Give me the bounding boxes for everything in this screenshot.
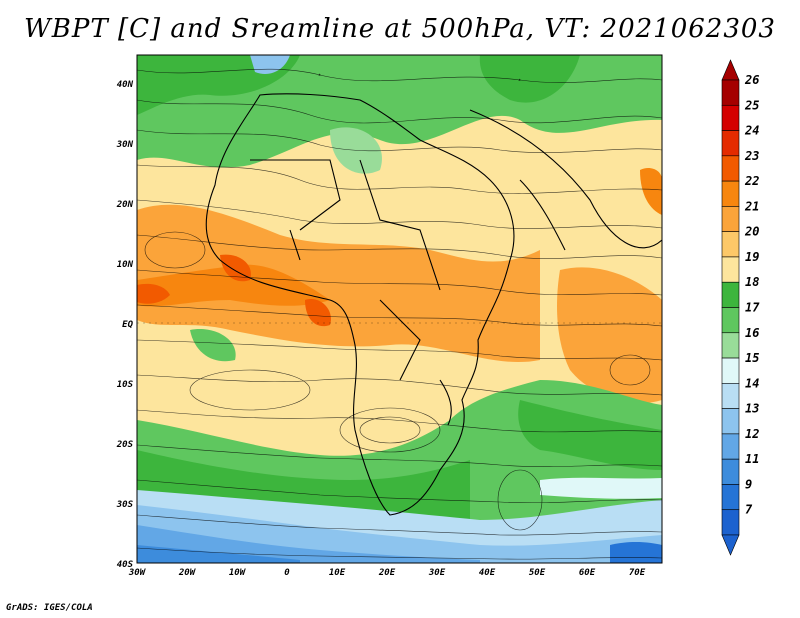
colorbar-swatch xyxy=(721,408,740,435)
colorbar-label: 25 xyxy=(744,98,759,112)
colorbar-arrow-top xyxy=(721,59,740,81)
coastlines xyxy=(205,93,662,516)
lat-label: 20S xyxy=(116,440,134,450)
lon-label: 60E xyxy=(579,568,596,578)
colorbar-label: 13 xyxy=(745,402,759,416)
lon-axis: 30W 20W 10W 0 10E 20E 30E 40E 50E 60E 70… xyxy=(128,568,646,578)
map-plot-area xyxy=(137,55,662,563)
lat-label: EQ xyxy=(122,320,133,330)
colorbar: 26 25 24 23 22 21 20 19 18 17 16 15 14 13 12 11 9 7 xyxy=(721,59,760,556)
lat-label: 30N xyxy=(116,140,134,150)
colorbar-label: 17 xyxy=(745,301,760,315)
colorbar-swatch xyxy=(721,509,740,536)
colorbar-label: 22 xyxy=(744,174,759,188)
lon-label: 30W xyxy=(128,568,147,578)
lat-label: 20N xyxy=(116,200,134,210)
lon-label: 20W xyxy=(178,568,197,578)
lat-label: 10N xyxy=(117,260,134,270)
lon-label: 20E xyxy=(378,568,396,578)
colorbar-label: 12 xyxy=(745,427,759,441)
colorbar-label: 11 xyxy=(745,452,759,466)
colorbar-label: 24 xyxy=(744,124,759,138)
colorbar-swatch xyxy=(721,281,740,308)
colorbar-swatch xyxy=(721,206,740,232)
lat-label: 40S xyxy=(117,560,134,570)
colorbar-swatch xyxy=(721,383,740,409)
colorbar-swatch xyxy=(721,180,740,207)
colorbar-swatch xyxy=(721,433,740,460)
lon-label: 50E xyxy=(529,568,546,578)
credit-text: GrADS: IGES/COLA xyxy=(6,603,93,613)
colorbar-swatch xyxy=(721,130,740,157)
colorbar-swatch xyxy=(721,357,740,384)
colorbar-label: 9 xyxy=(745,477,752,491)
lat-label: 30S xyxy=(116,500,134,510)
colorbar-swatch xyxy=(721,307,740,334)
lon-label: 0 xyxy=(284,568,290,578)
colorbar-label: 15 xyxy=(745,351,759,365)
colorbar-swatch xyxy=(721,104,740,131)
colorbar-arrow-bottom xyxy=(721,534,740,556)
colorbar-swatch xyxy=(721,79,740,106)
colorbar-label: 18 xyxy=(745,275,759,289)
lat-label: 10S xyxy=(117,380,134,390)
colorbar-swatch xyxy=(721,484,740,511)
colorbar-label: 20 xyxy=(744,225,759,239)
colorbar-swatch xyxy=(721,231,740,258)
colorbar-label: 14 xyxy=(745,376,759,390)
colorbar-label: 26 xyxy=(744,73,759,87)
lon-label: 10W xyxy=(229,568,247,578)
lat-label: 40N xyxy=(117,80,134,90)
streamlines xyxy=(137,68,662,560)
map-frame xyxy=(136,54,663,564)
lon-label: 40E xyxy=(479,568,496,578)
colorbar-swatch xyxy=(721,155,740,182)
colorbar-swatch xyxy=(721,458,740,485)
lon-label: 10E xyxy=(329,568,346,578)
map-title: WBPT [C] and Sreamline at 500hPa, VT: 20… xyxy=(24,14,776,44)
colorbar-label: 23 xyxy=(744,149,759,163)
lon-label: 30E xyxy=(428,568,446,578)
lat-axis: 40N 30N 20N 10N EQ 10S 20S 30S 40S xyxy=(116,80,134,570)
colorbar-swatch xyxy=(721,332,740,359)
colorbar-label: 21 xyxy=(744,199,759,213)
colorbar-label: 19 xyxy=(745,250,759,264)
colorbar-label: 7 xyxy=(745,503,753,517)
colorbar-swatch xyxy=(721,256,740,283)
colorbar-label: 16 xyxy=(745,326,759,340)
lon-label: 70E xyxy=(629,568,646,578)
